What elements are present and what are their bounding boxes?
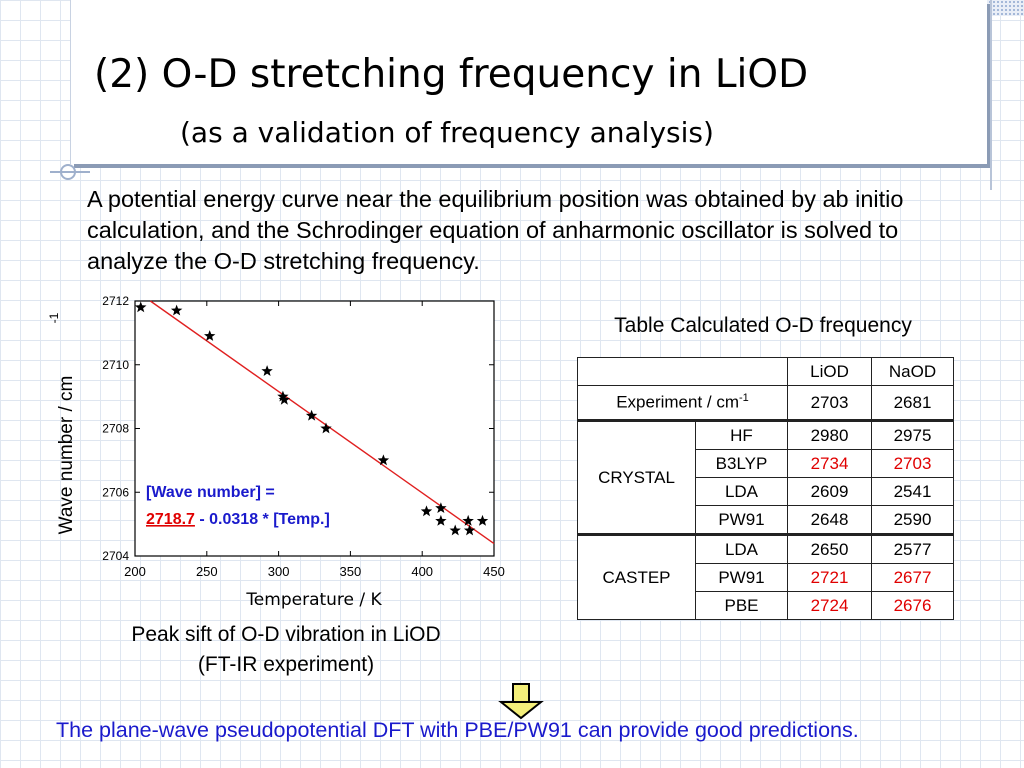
y-axis-label-superscript: -1 bbox=[47, 312, 61, 323]
fit-slope-text: - 0.0318 * [Temp.] bbox=[195, 511, 330, 528]
data-point-star bbox=[170, 304, 183, 316]
experiment-liod: 2703 bbox=[787, 385, 872, 421]
header-naod: NaOD bbox=[871, 357, 954, 386]
castep-liod-cell: 2721 bbox=[787, 563, 872, 592]
caption-line-2: (FT-IR experiment) bbox=[197, 653, 375, 676]
crystal-naod-cell: 2975 bbox=[871, 419, 954, 450]
crystal-label: CRYSTAL bbox=[577, 419, 696, 535]
plot-frame bbox=[134, 300, 495, 557]
intro-paragraph: A potential energy curve near the equili… bbox=[87, 186, 904, 274]
crystal-row: B3LYP 2734 2703 bbox=[578, 449, 954, 478]
slide-subtitle: (as a validation of frequency analysis) bbox=[180, 116, 714, 149]
castep-method-cell: PW91 bbox=[695, 563, 788, 592]
data-point-star bbox=[305, 409, 318, 421]
caption-line-1: Peak sift of O-D vibration in LiOD bbox=[131, 623, 441, 646]
header-empty-cell bbox=[577, 357, 788, 386]
crystal-row: CRYSTAL HF 2980 2975 bbox=[577, 419, 954, 535]
table-header-row: LiOD NaOD bbox=[577, 357, 954, 386]
decor-vertical-line bbox=[990, 0, 992, 190]
crystal-naod-cell: 2541 bbox=[871, 477, 954, 506]
frequency-table: LiOD NaOD Experiment / cm-1 2703 2681 CR… bbox=[577, 357, 954, 620]
crystal-method-cell: HF bbox=[695, 419, 788, 450]
x-axis-label: Temperature / K bbox=[245, 590, 382, 610]
data-point-star bbox=[420, 505, 433, 517]
x-tick-label: 250 bbox=[196, 564, 218, 579]
table-title: Table Calculated O-D frequency bbox=[614, 314, 912, 337]
crystal-liod-cell: 2734 bbox=[787, 449, 872, 478]
title-panel bbox=[70, 0, 987, 164]
data-point-star bbox=[204, 330, 216, 341]
data-point-star bbox=[462, 514, 474, 526]
castep-row: PBE 2724 2676 bbox=[578, 591, 954, 620]
data-point-star bbox=[476, 514, 489, 526]
data-point-star bbox=[135, 301, 147, 313]
y-tick-label: 2710 bbox=[102, 358, 129, 372]
castep-method-cell: PBE bbox=[695, 591, 788, 620]
y-tick-label: 2706 bbox=[102, 485, 129, 499]
x-tick-label: 350 bbox=[340, 564, 362, 579]
castep-naod-cell: 2677 bbox=[871, 563, 954, 592]
data-point-star bbox=[449, 524, 461, 536]
crystal-liod-cell: 2980 bbox=[787, 419, 872, 450]
down-arrow-icon bbox=[498, 683, 544, 719]
crystal-method-cell: B3LYP bbox=[695, 449, 788, 478]
x-tick-label: 400 bbox=[411, 564, 433, 579]
x-tick-label: 450 bbox=[483, 564, 505, 579]
data-point-star bbox=[320, 422, 332, 434]
castep-row: PW91 2721 2677 bbox=[578, 563, 954, 592]
castep-naod-cell: 2577 bbox=[871, 533, 954, 564]
y-tick-label: 2712 bbox=[102, 294, 129, 308]
data-point-star bbox=[278, 393, 291, 405]
fit-intercept-text: 2718.7 bbox=[146, 511, 195, 528]
chart-caption: Peak sift of O-D vibration in LiOD (FT-I… bbox=[80, 620, 492, 680]
castep-liod-cell: 2724 bbox=[787, 591, 872, 620]
experiment-row: Experiment / cm-1 2703 2681 bbox=[577, 385, 954, 421]
castep-row: CASTEP LDA 2650 2577 bbox=[577, 533, 954, 620]
crystal-method-cell: PW91 bbox=[695, 505, 788, 535]
data-point-star bbox=[435, 514, 447, 526]
crosshair-icon bbox=[50, 164, 90, 180]
castep-liod-cell: 2650 bbox=[787, 533, 872, 564]
castep-method-cell: LDA bbox=[695, 533, 788, 564]
crystal-liod-cell: 2648 bbox=[787, 505, 872, 535]
crystal-liod-cell: 2609 bbox=[787, 477, 872, 506]
y-tick-label: 2708 bbox=[102, 422, 129, 436]
data-point-star bbox=[377, 454, 390, 466]
experiment-label: Experiment / cm-1 bbox=[577, 385, 788, 421]
x-tick-label: 200 bbox=[124, 564, 146, 579]
wave-number-chart: 200 250 300 350 400 450 2704 2706 2708 2710 2712 W… bbox=[47, 294, 505, 610]
header-liod: LiOD bbox=[787, 357, 872, 386]
crystal-naod-cell: 2703 bbox=[871, 449, 954, 478]
conclusion-text: The plane-wave pseudopotential DFT with … bbox=[56, 718, 859, 742]
castep-naod-cell: 2676 bbox=[871, 591, 954, 620]
crystal-row: LDA 2609 2541 bbox=[578, 477, 954, 506]
y-tick-label: 2704 bbox=[102, 549, 129, 563]
fit-equation-line2: 2718.7 - 0.0318 * [Temp.] bbox=[146, 511, 330, 528]
x-tick-label: 300 bbox=[268, 564, 290, 579]
slide-title: (2) O-D stretching frequency in LiOD bbox=[94, 52, 809, 97]
data-point-star bbox=[277, 390, 289, 402]
fit-line bbox=[149, 300, 495, 545]
crystal-naod-cell: 2590 bbox=[871, 505, 954, 535]
data-point-star bbox=[435, 502, 447, 513]
experiment-naod: 2681 bbox=[871, 385, 954, 421]
castep-label: CASTEP bbox=[577, 533, 696, 620]
fit-equation-line1: [Wave number] = bbox=[146, 484, 275, 501]
data-point-star bbox=[261, 365, 273, 376]
y-axis-label: Wave number / cm bbox=[56, 376, 77, 535]
crystal-method-cell: LDA bbox=[695, 477, 788, 506]
data-point-star bbox=[463, 524, 476, 536]
